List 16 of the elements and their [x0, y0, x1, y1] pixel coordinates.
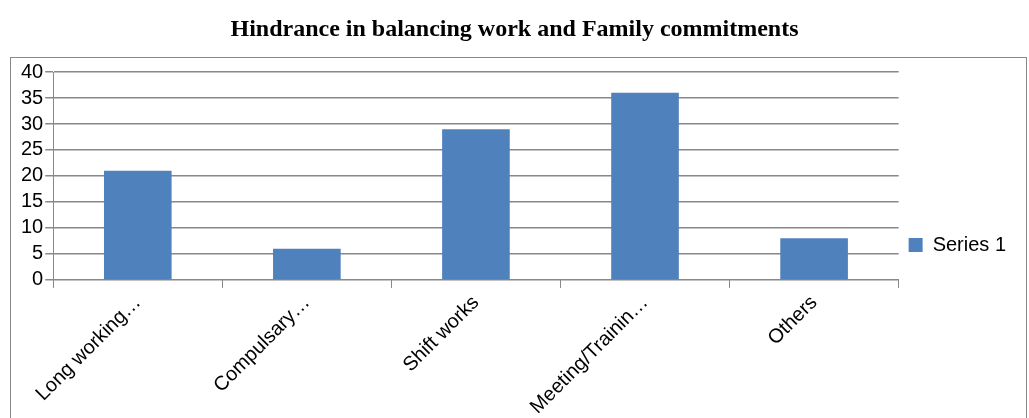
y-tick-label: 25	[21, 137, 44, 160]
y-tick-label: 20	[21, 163, 44, 186]
y-tick-label: 30	[21, 111, 44, 134]
bar	[103, 170, 172, 280]
y-tick-label: 15	[21, 189, 44, 212]
bar	[611, 92, 679, 280]
chart-title: Hindrance in balancing work and Family commitments	[229, 14, 800, 42]
y-tick-label: 40	[21, 59, 44, 82]
bar	[273, 248, 341, 280]
y-tick-label: 10	[21, 215, 44, 238]
bar	[780, 238, 848, 280]
y-tick-label: 35	[21, 85, 44, 108]
y-tick-label: 5	[32, 241, 44, 264]
bar	[442, 129, 510, 280]
legend-label: Series 1	[932, 232, 1007, 255]
y-tick-label: 0	[32, 267, 44, 290]
